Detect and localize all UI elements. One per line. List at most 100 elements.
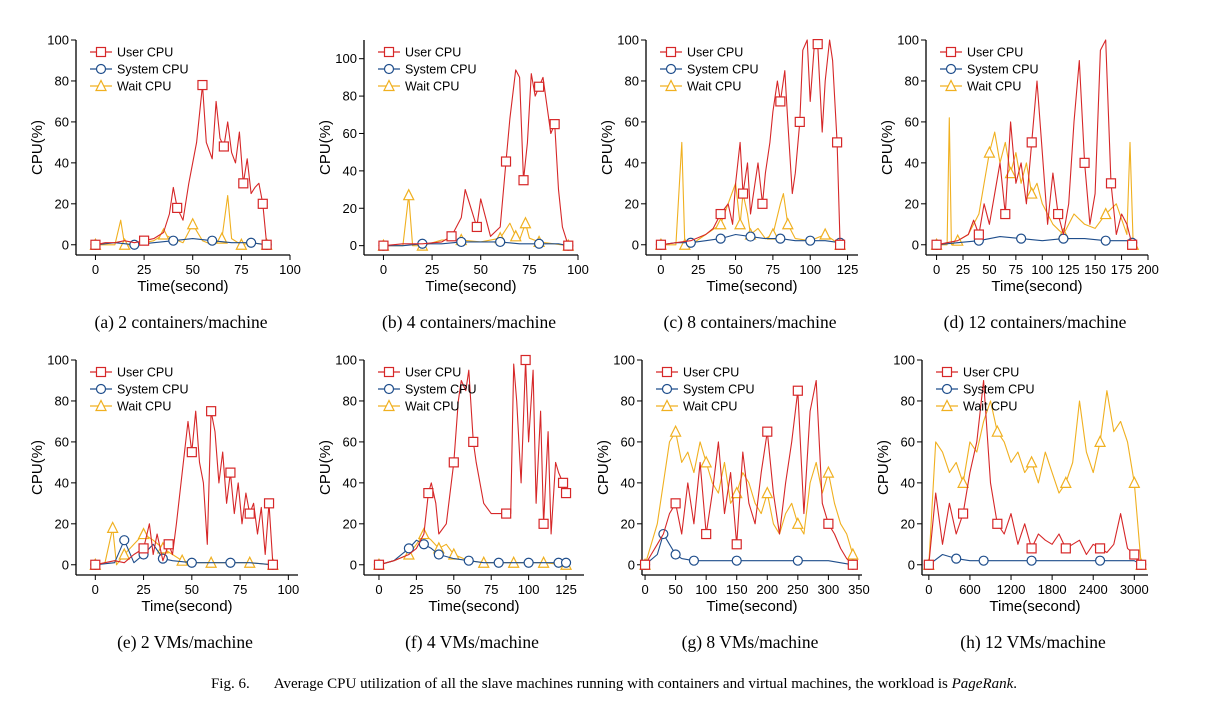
chart-panel-h: 0 20 40 60 80 100 0 600 1200 1800 2400 3000 Time(sec… [875,353,1149,653]
series-line-wait-cpu [644,431,854,565]
x-tick-label: 50 [473,262,487,277]
data-point-marker [519,216,532,229]
y-axis-label: CPU(%) [29,440,46,495]
y-tick-label: 80 [55,393,69,408]
data-point-marker [1059,476,1072,488]
legend-marker [661,383,673,395]
y-tick-label: 20 [55,196,69,211]
data-point-marker [1100,235,1111,246]
data-point-marker [923,559,934,570]
x-tick-label: 150 [1084,262,1106,277]
chart-panel-a: 0 20 40 60 80 100 0 25 50 75 100 Time(second) CPU(%)… [29,33,301,333]
x-tick-label: 0 [657,262,664,277]
legend-marker [665,63,677,75]
data-point-marker [1053,208,1064,220]
data-point-marker [423,487,434,499]
legend-label: User CPU [687,46,743,60]
data-point-marker [819,227,832,240]
x-tick-label: 125 [837,262,859,277]
series-line-wait-cpu [936,117,1134,246]
data-point-marker [263,498,275,509]
x-tick-label: 200 [756,582,778,597]
data-point-marker [731,539,742,550]
legend-label: User CPU [117,366,173,380]
data-point-marker [670,549,681,560]
data-point-marker [520,354,531,366]
data-point-marker [991,424,1004,437]
x-tick-label: 1200 [997,582,1026,597]
data-point-marker [700,455,713,468]
data-point-marker [983,145,996,158]
chart-panel-c: 0 20 40 60 80 100 0 25 50 75 100 125 Time(second) CPU… [599,33,858,333]
data-point-marker [235,237,248,250]
data-point-marker [805,235,816,246]
legend-label: User CPU [405,46,461,60]
x-tick-label: 100 [567,262,589,277]
data-point-marker [823,518,834,529]
data-point-marker [138,543,149,554]
subfigure-caption: (b) 4 containers/machine [382,312,556,332]
data-point-marker [639,559,651,570]
legend-marker [383,366,395,378]
x-tick-label: 200 [1137,262,1159,277]
data-point-marker [225,467,236,478]
y-tick-label: 60 [625,114,639,129]
y-tick-label: 100 [47,33,69,48]
data-point-marker [737,188,749,199]
legend-label: Wait CPU [683,400,737,414]
legend-label: User CPU [967,46,1023,60]
legend-marker [383,46,395,58]
x-axis-label: Time(second) [425,278,516,295]
x-tick-label: 75 [766,262,780,277]
subfigure-caption: (d) 12 containers/machine [944,312,1127,332]
x-tick-label: 75 [522,262,536,277]
y-tick-label: 0 [350,238,357,253]
data-point-marker [560,557,572,568]
legend-label: System CPU [405,63,477,77]
legend-label: Wait CPU [405,80,459,94]
y-tick-label: 40 [343,475,357,490]
y-tick-label: 80 [55,73,69,88]
data-point-marker [655,239,667,250]
x-tick-label: 50 [668,582,682,597]
data-point-marker [1079,157,1090,168]
legend-marker [945,46,957,58]
data-point-marker [1058,233,1069,244]
x-axis-label: Time(second) [991,278,1082,295]
data-point-marker [973,229,984,240]
y-tick-label: 100 [617,33,639,48]
legend-marker [383,399,395,412]
data-point-marker [715,208,726,220]
legend-marker [941,383,953,395]
x-tick-label: 350 [848,582,870,597]
y-tick-label: 20 [55,516,69,531]
data-point-marker [267,559,279,570]
data-point-marker [831,137,843,148]
legend-label: Wait CPU [963,400,1017,414]
y-tick-label: 40 [55,475,69,490]
x-tick-label: 300 [818,582,840,597]
y-tick-label: 80 [901,393,915,408]
x-tick-label: 600 [959,582,981,597]
series-line-system-cpu [644,533,853,566]
data-point-marker [119,535,130,546]
data-point-marker [1127,239,1138,250]
data-point-marker [1016,233,1027,244]
data-point-marker [978,555,989,566]
x-tick-label: 0 [925,582,932,597]
x-tick-label: 100 [1031,262,1053,277]
data-point-marker [822,465,835,478]
data-point-marker [90,239,101,250]
data-point-marker [518,175,529,186]
data-point-marker [669,424,682,437]
data-point-marker [215,231,228,244]
series-line-wait-cpu [383,194,569,247]
data-point-marker [378,240,389,251]
data-point-marker [957,476,970,488]
data-point-marker [730,486,743,499]
subfigure-caption: (h) 12 VMs/machine [960,632,1106,652]
data-point-marker [207,235,218,246]
x-tick-label: 50 [447,582,461,597]
data-point-marker [225,557,236,568]
